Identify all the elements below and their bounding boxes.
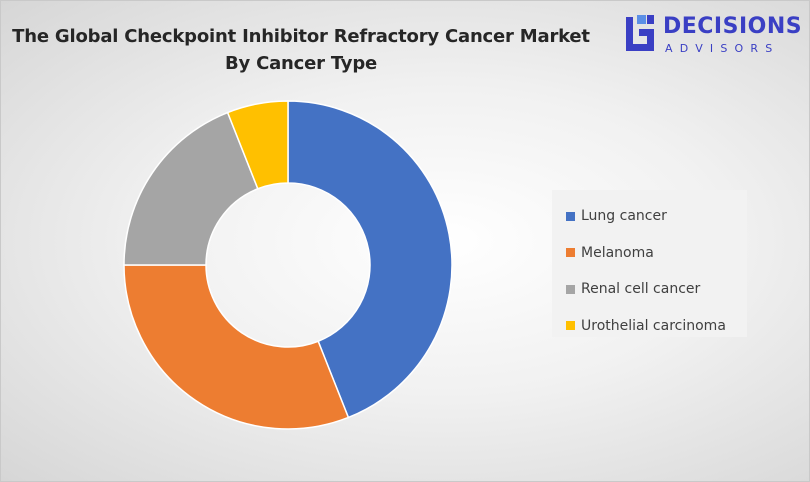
donut-slice-melanoma: [123, 264, 350, 430]
donut-slice-lung-cancer: [287, 100, 453, 419]
logo-name: DECISIONS: [663, 14, 803, 39]
legend-item-melanoma: Melanoma: [566, 235, 747, 272]
donut-slice-urothelial-carcinoma: [226, 100, 289, 190]
legend-label-melanoma: Melanoma: [581, 244, 654, 261]
chart-title-line-2: By Cancer Type: [224, 53, 378, 74]
chart-legend: Lung cancer Melanoma Renal cell cancer U…: [552, 190, 747, 337]
legend-label-renal-cell-cancer: Renal cell cancer: [581, 281, 701, 298]
legend-item-urothelial-carcinoma: Urothelial carcinoma: [566, 308, 747, 345]
legend-swatch-urothelial-carcinoma: [566, 321, 575, 331]
legend-swatch-melanoma: [566, 248, 575, 258]
legend-label-lung-cancer: Lung cancer: [581, 208, 667, 225]
logo-tagline: ADVISORS: [665, 42, 780, 55]
decisions-advisors-logo-icon: [626, 15, 654, 51]
chart-title-line-1: The Global Checkpoint Inhibitor Refracto…: [12, 26, 590, 47]
chart-title: The Global Checkpoint Inhibitor Refracto…: [1, 23, 601, 77]
legend-item-lung-cancer: Lung cancer: [566, 198, 747, 235]
legend-label-urothelial-carcinoma: Urothelial carcinoma: [581, 317, 726, 334]
legend-item-renal-cell-cancer: Renal cell cancer: [566, 271, 747, 308]
decisions-advisors-logo: DECISIONS ADVISORS: [623, 11, 803, 59]
donut-slice-renal-cell-cancer: [123, 111, 259, 266]
legend-swatch-renal-cell-cancer: [566, 284, 575, 294]
legend-swatch-lung-cancer: [566, 211, 575, 221]
